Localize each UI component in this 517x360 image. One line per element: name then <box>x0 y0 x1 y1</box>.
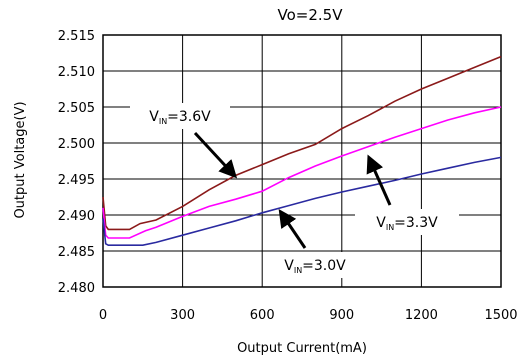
annotation-group: VIN=3.6V VIN=3.3V VIN=3.0V <box>130 103 459 278</box>
plot-area-border <box>102 34 502 288</box>
x-tick-label: 1200 <box>405 308 438 323</box>
y-axis-label: Output Voltage(V) <box>13 101 28 218</box>
annotation-label: VIN=3.0V <box>284 258 346 275</box>
y-tick-label: 2.515 <box>58 29 95 44</box>
annotation-label: VIN=3.6V <box>149 109 211 126</box>
x-tick-label: 1500 <box>484 308 517 323</box>
annotation-arrow <box>366 154 392 206</box>
annotation-arrow <box>278 209 307 249</box>
y-tick-label: 2.490 <box>58 209 95 224</box>
series-group <box>102 55 502 246</box>
x-tick-label: 600 <box>250 308 275 323</box>
x-tick-label: 300 <box>170 308 195 323</box>
annotation-box <box>355 209 459 235</box>
y-tick-label: 2.510 <box>58 65 95 80</box>
x-axis-ticks: 0 300 600 900 1200 1500 <box>99 308 517 323</box>
annotation-arrow <box>193 131 238 179</box>
x-tick-label: 900 <box>329 308 354 323</box>
y-tick-label: 2.485 <box>58 245 95 260</box>
y-tick-label: 2.500 <box>58 137 95 152</box>
annotation-label: VIN=3.3V <box>376 215 438 232</box>
y-tick-label: 2.505 <box>58 101 95 116</box>
grid-lines <box>102 34 502 288</box>
x-tick-label: 0 <box>99 308 107 323</box>
y-tick-label: 2.495 <box>58 173 95 188</box>
y-tick-label: 2.480 <box>58 281 95 296</box>
series-line-1 <box>102 106 502 239</box>
series-line-0 <box>102 55 502 231</box>
annotation-box <box>265 252 365 278</box>
y-axis-ticks: 2.480 2.485 2.490 2.495 2.500 2.505 2.510 2.515 <box>58 29 95 296</box>
chart-title: Vo=2.5V <box>278 6 344 24</box>
x-axis-label: Output Current(mA) <box>237 341 367 356</box>
annotation-box <box>130 103 230 129</box>
series-line-2 <box>102 156 502 246</box>
